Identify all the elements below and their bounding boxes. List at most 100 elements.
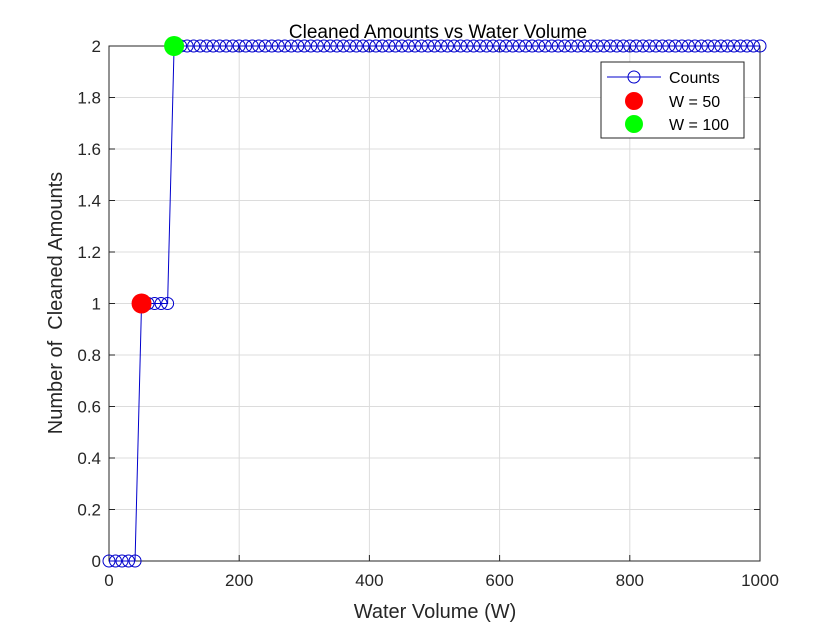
y-tick-label: 1.8 bbox=[77, 89, 101, 108]
data-point bbox=[258, 39, 272, 53]
x-tick-label: 800 bbox=[616, 571, 644, 590]
data-point bbox=[636, 39, 650, 53]
data-point bbox=[486, 39, 500, 53]
data-point bbox=[681, 39, 695, 53]
legend-counts-marker bbox=[627, 70, 641, 84]
data-point bbox=[297, 39, 311, 53]
data-point bbox=[733, 39, 747, 53]
highlight-point bbox=[164, 36, 185, 56]
data-point bbox=[688, 39, 702, 53]
y-tick-label: 0.4 bbox=[77, 449, 101, 468]
x-tick-label: 1000 bbox=[741, 571, 779, 590]
data-point bbox=[330, 39, 344, 53]
data-point bbox=[571, 39, 585, 53]
data-point bbox=[213, 39, 227, 53]
data-point bbox=[532, 39, 546, 53]
data-point bbox=[668, 39, 682, 53]
data-point bbox=[349, 39, 363, 53]
data-point bbox=[421, 39, 435, 53]
data-point bbox=[525, 39, 539, 53]
data-point bbox=[545, 39, 559, 53]
legend-w50-label: W = 50 bbox=[669, 94, 720, 111]
data-point bbox=[727, 39, 741, 53]
chart-title: Cleaned Amounts vs Water Volume bbox=[289, 22, 587, 43]
data-point bbox=[584, 39, 598, 53]
legend-w100-marker bbox=[625, 115, 643, 133]
data-point bbox=[610, 39, 624, 53]
data-point bbox=[193, 39, 207, 53]
data-point bbox=[753, 39, 767, 53]
y-tick-label: 2 bbox=[92, 37, 101, 56]
y-tick-label: 0.8 bbox=[77, 346, 101, 365]
data-point bbox=[441, 39, 455, 53]
data-point bbox=[512, 39, 526, 53]
y-tick-label: 1 bbox=[92, 295, 101, 314]
x-tick-label: 0 bbox=[104, 571, 113, 590]
data-point bbox=[714, 39, 728, 53]
x-tick-label: 200 bbox=[225, 571, 253, 590]
data-point bbox=[460, 39, 474, 53]
data-point bbox=[239, 39, 253, 53]
data-point bbox=[558, 39, 572, 53]
y-tick-label: 1.4 bbox=[77, 192, 101, 211]
series-counts bbox=[102, 39, 767, 568]
data-point bbox=[499, 39, 513, 53]
data-point bbox=[473, 39, 487, 53]
y-axis-label: Number of Cleaned Amounts bbox=[45, 172, 67, 434]
data-point bbox=[701, 39, 715, 53]
data-point bbox=[128, 554, 142, 568]
data-point bbox=[428, 39, 441, 53]
data-point bbox=[707, 39, 721, 53]
y-tick-label: 0.2 bbox=[77, 501, 101, 520]
data-point bbox=[388, 39, 402, 53]
data-point bbox=[304, 39, 318, 53]
legend: Counts W = 50 W = 100 bbox=[600, 61, 745, 139]
x-axis-label: Water Volume (W) bbox=[354, 601, 517, 623]
data-point bbox=[395, 39, 409, 53]
data-point bbox=[161, 297, 175, 310]
data-point bbox=[226, 39, 240, 53]
data-point bbox=[200, 39, 214, 53]
data-point bbox=[278, 39, 292, 53]
data-point bbox=[720, 39, 734, 53]
data-point bbox=[343, 39, 357, 53]
data-point bbox=[655, 39, 669, 53]
data-point bbox=[291, 39, 305, 53]
data-point bbox=[597, 39, 611, 53]
y-tick-label: 1.2 bbox=[77, 243, 101, 262]
data-point bbox=[219, 39, 233, 53]
data-point bbox=[662, 39, 676, 53]
y-tick-label: 0.6 bbox=[77, 398, 101, 417]
ticks: 0 200 400 600 800 1000 0 0.2 0.4 0.6 0.8 1 1.2 1.4 1.6… bbox=[77, 37, 779, 590]
x-tick-label: 400 bbox=[355, 571, 383, 590]
data-point bbox=[317, 39, 331, 53]
data-point bbox=[252, 39, 266, 53]
data-point bbox=[740, 39, 754, 53]
highlight-point bbox=[131, 293, 152, 314]
data-point bbox=[434, 39, 448, 53]
data-point bbox=[401, 39, 415, 53]
data-point bbox=[467, 39, 481, 53]
data-point bbox=[694, 39, 708, 53]
legend-w50-marker bbox=[625, 92, 643, 110]
data-point bbox=[414, 39, 428, 53]
data-point bbox=[375, 39, 389, 53]
data-point bbox=[109, 554, 123, 568]
data-point bbox=[115, 554, 129, 568]
data-point bbox=[493, 39, 507, 53]
data-point bbox=[206, 39, 220, 53]
data-point bbox=[154, 297, 168, 310]
y-tick-label: 0 bbox=[92, 552, 101, 571]
data-point bbox=[577, 39, 591, 53]
data-point bbox=[336, 39, 350, 53]
data-point bbox=[649, 39, 663, 53]
data-point bbox=[447, 39, 461, 53]
series-line bbox=[109, 45, 760, 562]
data-point bbox=[675, 39, 689, 53]
data-point bbox=[746, 39, 760, 53]
data-point bbox=[356, 39, 370, 53]
data-point bbox=[232, 39, 246, 53]
data-point bbox=[590, 39, 604, 53]
